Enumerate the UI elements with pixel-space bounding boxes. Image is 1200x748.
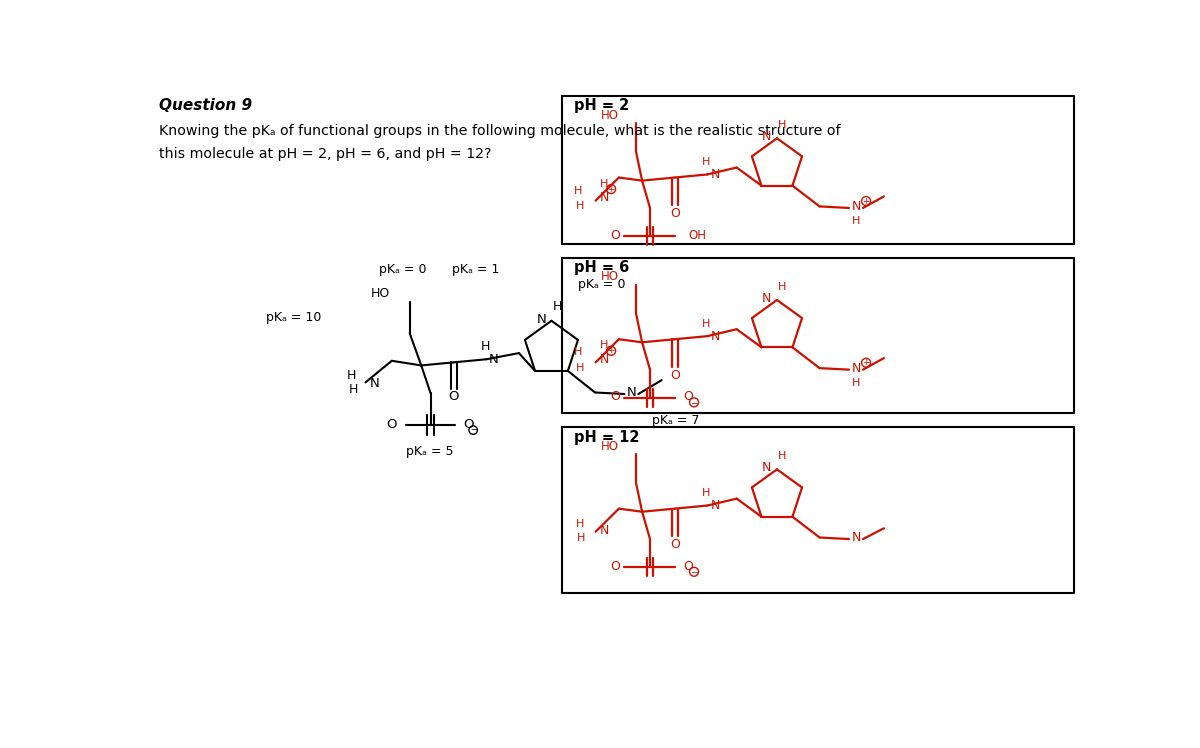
Text: O: O: [671, 539, 680, 551]
Text: pH = 6: pH = 6: [574, 260, 629, 275]
Text: HO: HO: [601, 108, 619, 122]
Text: +: +: [607, 185, 614, 194]
Text: −: −: [469, 426, 476, 435]
Text: O: O: [449, 390, 460, 403]
Text: N: N: [600, 524, 608, 538]
Text: H: H: [852, 378, 860, 387]
Text: O: O: [671, 369, 680, 382]
Text: N: N: [600, 191, 608, 204]
Text: H: H: [481, 340, 491, 354]
Text: H: H: [702, 157, 710, 167]
Text: O: O: [683, 390, 694, 403]
Text: H: H: [600, 179, 608, 188]
Text: H: H: [577, 533, 586, 543]
Text: pKₐ = 0: pKₐ = 0: [379, 263, 426, 276]
Text: this molecule at pH = 2, pH = 6, and pH = 12?: this molecule at pH = 2, pH = 6, and pH …: [160, 147, 492, 161]
Text: N: N: [626, 386, 636, 399]
Text: N: N: [710, 330, 720, 343]
Text: N: N: [762, 130, 772, 143]
Text: −: −: [690, 567, 698, 576]
Text: H: H: [600, 340, 608, 350]
Text: H: H: [574, 347, 582, 358]
Text: O: O: [386, 418, 397, 431]
Text: +: +: [863, 358, 870, 367]
Text: +: +: [607, 346, 614, 355]
Text: OH: OH: [689, 229, 707, 242]
Text: H: H: [348, 383, 358, 396]
Text: −: −: [690, 398, 698, 407]
Text: H: H: [702, 488, 710, 498]
Text: O: O: [683, 560, 694, 573]
Text: N: N: [536, 313, 546, 326]
Text: H: H: [852, 216, 860, 226]
Text: O: O: [463, 418, 474, 431]
Text: pKₐ = 1: pKₐ = 1: [452, 263, 499, 276]
Text: N: N: [762, 292, 772, 305]
Text: N: N: [490, 353, 499, 366]
Text: H: H: [347, 369, 356, 382]
Text: pH = 2: pH = 2: [574, 99, 629, 114]
Text: H: H: [576, 201, 584, 211]
Text: H: H: [778, 120, 786, 130]
Text: O: O: [610, 390, 620, 403]
Text: H: H: [702, 319, 710, 329]
Text: O: O: [610, 229, 620, 242]
Text: O: O: [671, 207, 680, 220]
Text: N: N: [851, 200, 860, 213]
Text: H: H: [576, 519, 584, 529]
Text: H: H: [574, 186, 582, 196]
Text: pKₐ = 0: pKₐ = 0: [578, 278, 625, 291]
Text: N: N: [600, 353, 608, 366]
Text: H: H: [778, 451, 786, 462]
Text: H: H: [778, 282, 786, 292]
Text: O: O: [610, 560, 620, 573]
Text: H: H: [576, 363, 584, 373]
Text: H: H: [553, 301, 563, 313]
Text: N: N: [710, 168, 720, 181]
Text: N: N: [762, 462, 772, 474]
Text: N: N: [370, 377, 380, 390]
Text: Knowing the pKₐ of functional groups in the following molecule, what is the real: Knowing the pKₐ of functional groups in …: [160, 123, 841, 138]
Text: pKₐ = 7: pKₐ = 7: [653, 414, 700, 427]
Text: pKₐ = 10: pKₐ = 10: [266, 311, 322, 324]
Text: Question 9: Question 9: [160, 99, 252, 114]
Text: pH = 12: pH = 12: [574, 429, 640, 444]
Text: N: N: [851, 361, 860, 375]
Text: HO: HO: [601, 270, 619, 283]
Text: N: N: [851, 531, 860, 544]
Text: N: N: [710, 499, 720, 512]
Text: pKₐ = 5: pKₐ = 5: [406, 445, 454, 459]
Text: HO: HO: [601, 440, 619, 453]
Text: HO: HO: [371, 286, 390, 299]
Text: +: +: [863, 197, 870, 206]
